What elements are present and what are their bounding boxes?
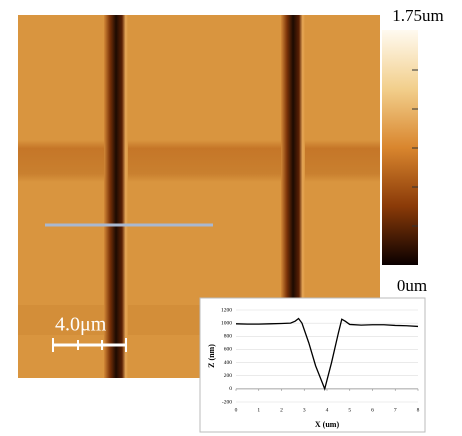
scale-bar-label: 4.0μm [55, 314, 107, 336]
y-tick-label: 1000 [221, 320, 232, 326]
y-tick-label: -200 [222, 399, 232, 405]
x-tick-label: 2 [280, 407, 283, 413]
scale-bar: 4.0μm [52, 314, 127, 352]
x-tick-label: 3 [303, 407, 306, 413]
x-tick-label: 1 [257, 407, 260, 413]
x-tick-label: 6 [371, 407, 374, 413]
y-tick-label: 1200 [221, 307, 232, 313]
y-axis-label: Z (nm) [207, 344, 216, 368]
x-tick-label: 4 [326, 407, 329, 413]
profile-chart: Z (nm) X (um) -2000200400600800100012000… [199, 297, 426, 433]
x-tick-label: 8 [417, 407, 420, 413]
x-tick-label: 5 [348, 407, 351, 413]
y-tick-label: 800 [224, 334, 233, 340]
y-tick-label: 400 [224, 360, 233, 366]
profile-line [235, 317, 419, 391]
y-tick-label: 600 [224, 347, 233, 353]
y-tick-label: 200 [224, 373, 233, 379]
x-axis-label: X (um) [315, 420, 340, 429]
colorbar-min-label: 0um [397, 276, 427, 295]
y-tick-label: 0 [229, 386, 232, 392]
colorbar: 1.75um 0um [382, 6, 444, 295]
colorbar-max-label: 1.75um [392, 6, 443, 25]
x-tick-label: 7 [394, 407, 397, 413]
x-tick-label: 0 [235, 407, 238, 413]
